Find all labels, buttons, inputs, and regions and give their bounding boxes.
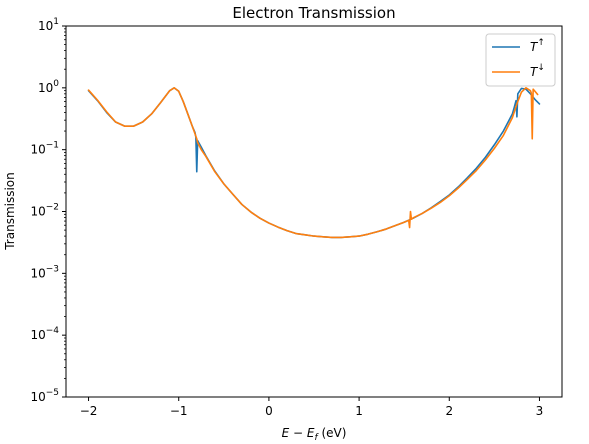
y-tick-label: 100	[38, 79, 59, 95]
x-tick-label: 0	[265, 404, 273, 418]
y-tick-label: 10−2	[30, 203, 59, 219]
x-axis-label: E − Ef (eV)	[282, 426, 347, 443]
y-tick-label: 10−3	[30, 264, 59, 280]
legend-label-0: T↑	[530, 38, 545, 54]
x-axis-label-unit: (eV)	[318, 426, 347, 440]
y-tick-label: 101	[38, 17, 59, 33]
chart-title: Electron Transmission	[232, 4, 395, 22]
y-tick-label: 10−5	[30, 388, 59, 404]
legend: T↑ T↓	[485, 33, 556, 87]
x-axis-label-main: E − E	[282, 426, 315, 440]
y-axis-label: Transmission	[3, 172, 17, 251]
x-tick-label: 1	[355, 404, 363, 418]
x-tick-label: −1	[170, 404, 188, 418]
x-tick-label: −2	[80, 404, 98, 418]
x-axis-label-sub: f	[314, 433, 319, 443]
series-line-1	[87, 87, 539, 239]
x-axis: −2 −1 0 1 2 3	[80, 397, 544, 418]
series-layer	[87, 87, 541, 239]
x-tick-label: 2	[445, 404, 453, 418]
legend-label-1: T↓	[530, 63, 545, 79]
y-axis: 10−5 10−4 10−3 10−2 10−1 100 101	[30, 17, 66, 404]
y-tick-label: 10−4	[30, 326, 59, 342]
y-tick-label: 10−1	[30, 141, 59, 157]
x-tick-label: 3	[536, 404, 544, 418]
